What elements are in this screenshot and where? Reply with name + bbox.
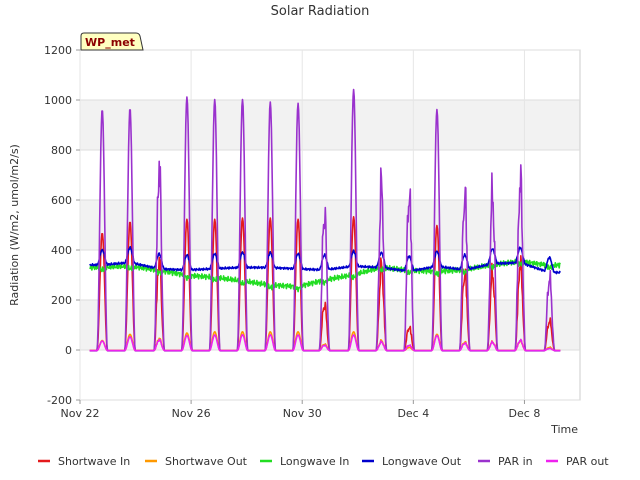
data-series (89, 88, 561, 352)
legend-label: Longwave Out (382, 455, 462, 468)
y-tick-label: -200 (47, 394, 72, 407)
grid-band (80, 100, 580, 150)
y-tick-label: 1200 (44, 44, 72, 57)
x-axis-label: Time (550, 423, 578, 436)
legend: Shortwave In Shortwave Out Longwave In Long… (38, 455, 609, 468)
legend-label: PAR in (498, 455, 533, 468)
y-tick-label: 1000 (44, 94, 72, 107)
y-axis-ticks: -200 0 200 400 600 800 1000 1200 (44, 44, 80, 407)
chart-title: Solar Radiation (271, 4, 370, 19)
x-tick-label: Dec 8 (509, 407, 541, 420)
station-badge-label: WP_met (85, 36, 135, 49)
y-tick-label: 200 (51, 294, 72, 307)
legend-label: PAR out (566, 455, 609, 468)
y-tick-label: 600 (51, 194, 72, 207)
series-line-lw-out (89, 245, 561, 275)
series-line-lw-in (89, 258, 561, 293)
y-axis-label: Radiation (W/m2, umol/m2/s) (8, 144, 21, 306)
legend-label: Shortwave In (58, 455, 130, 468)
y-tick-label: 800 (51, 144, 72, 157)
station-badge: WP_met (80, 32, 144, 51)
x-axis-ticks: Nov 22 Nov 26 Nov 30 Dec 4 Dec 8 (61, 400, 541, 420)
x-tick-label: Nov 26 (172, 407, 211, 420)
x-tick-label: Nov 30 (283, 407, 322, 420)
station-badge-shape (80, 32, 144, 51)
grid-band (80, 200, 580, 250)
legend-label: Shortwave Out (165, 455, 248, 468)
x-tick-label: Dec 4 (397, 407, 429, 420)
legend-label: Longwave In (280, 455, 349, 468)
y-tick-label: 400 (51, 244, 72, 257)
y-tick-label: 0 (65, 344, 72, 357)
series-line-par-out (89, 334, 561, 352)
x-tick-label: Nov 22 (61, 407, 100, 420)
